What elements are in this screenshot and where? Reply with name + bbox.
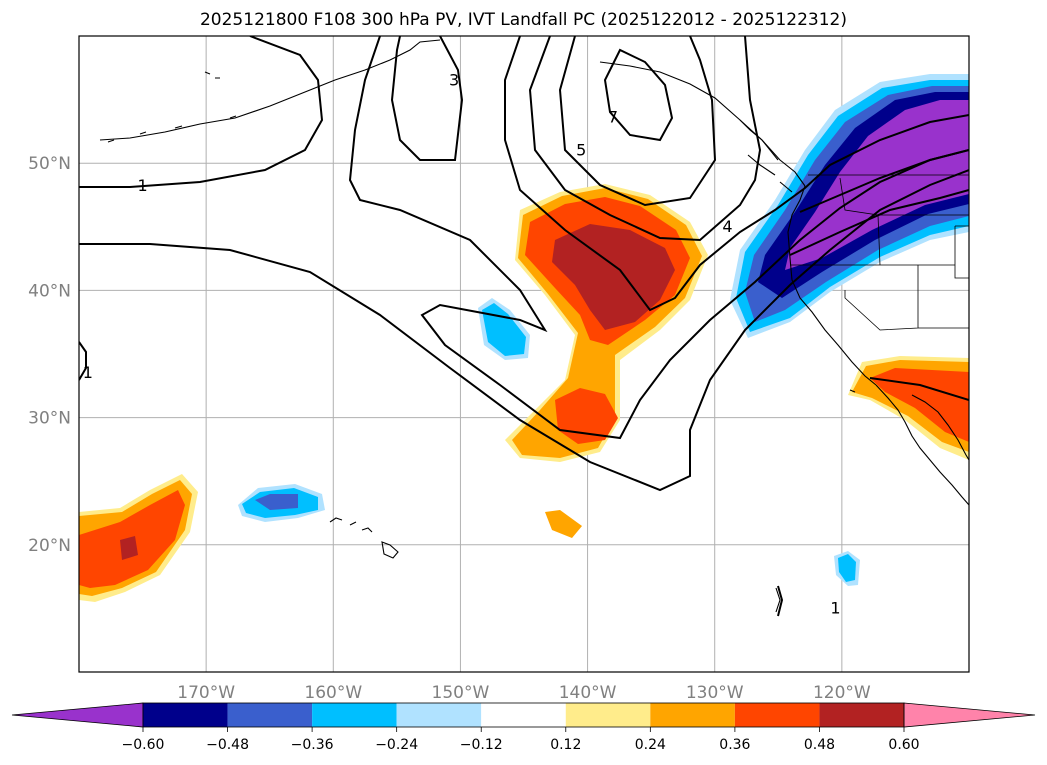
colorbar-extend-min [11, 702, 144, 728]
map-title: 2025121800 F108 300 hPa PV, IVT Landfall… [199, 10, 847, 30]
colorbar-frame [142, 702, 905, 728]
pv-contour-2 [348, 36, 969, 440]
colorbar-segment [565, 703, 651, 727]
colorbar-segment [143, 703, 228, 727]
colorbar-tick-label: 0.60 [888, 737, 919, 753]
colorbar-segment [227, 703, 313, 727]
pv-contour-label: 1 [137, 176, 147, 195]
pv-contour-1-south [79, 169, 969, 492]
ivt-shading [79, 74, 969, 602]
pv-contour-4 [504, 36, 969, 312]
us-west-coast [787, 185, 877, 386]
ivt-positive-small-south [545, 510, 582, 538]
lon-tick-label: 130°W [686, 683, 744, 703]
ivt-positive-south-red [555, 388, 618, 444]
pv-contour-south-small [777, 585, 784, 617]
pv-contour-1-north [79, 36, 324, 188]
coastlines [99, 39, 969, 613]
colorbar-tick-label: −0.36 [291, 737, 334, 753]
colorbar-segment [481, 703, 566, 727]
pv-contour-labels: 1 3 5 7 4 1 1 [83, 71, 841, 618]
ivt-positive-west-core [120, 536, 138, 560]
colorbar-segment [734, 703, 820, 727]
axis-labels: 170°W 160°W 150°W 140°W 130°W 120°W 50°N 40°N 30… [28, 154, 871, 703]
lon-tick-label: 120°W [813, 683, 871, 703]
guadalupe-island [775, 389, 856, 613]
plot-frame [78, 35, 970, 673]
pv-contour-3 [390, 36, 464, 161]
colorbar-extend-max [903, 702, 1036, 728]
colorbar-tick-label: −0.24 [375, 737, 418, 753]
pv-contour-label: 4 [722, 217, 732, 236]
ivt-negative-mid-cyan [482, 303, 526, 356]
canada-bc-coast [739, 119, 793, 193]
colorbar-segment [396, 703, 482, 727]
colorbar: −0.60 −0.48 −0.36 −0.24 −0.12 0.12 0.24 0.36 0.4… [11, 702, 1036, 753]
alaska-coast [99, 39, 441, 141]
aleutian-islands [107, 71, 237, 143]
colorbar-tick-label: 0.24 [635, 737, 666, 753]
gulf-of-alaska-coast [599, 61, 806, 187]
colorbar-segment [819, 703, 904, 727]
lat-tick-label: 30°N [28, 409, 71, 429]
pv-contour-label: 1 [830, 598, 840, 617]
colorbar-segment [650, 703, 735, 727]
lat-tick-label: 50°N [28, 154, 71, 174]
lat-tick-label: 20°N [28, 536, 71, 556]
pv-contour-label: 1 [83, 363, 93, 382]
colorbar-tick-label: 0.12 [550, 737, 581, 753]
colorbar-tick-label: −0.48 [206, 737, 249, 753]
pv-contour-5 [528, 36, 762, 242]
lat-tick-label: 40°N [28, 281, 71, 301]
colorbar-tick-label: 0.36 [719, 737, 750, 753]
baja-california [875, 384, 969, 506]
lon-tick-label: 170°W [177, 683, 235, 703]
ivt-negative-hawaii-blue [255, 494, 298, 510]
pv-contour-label: 7 [608, 107, 618, 126]
lon-tick-label: 160°W [304, 683, 362, 703]
colorbar-tick-label: 0.48 [804, 737, 835, 753]
hawaii-islands [329, 517, 399, 559]
pv-contour-6 [558, 36, 717, 207]
pv-contour-label: 3 [449, 71, 459, 90]
pv-contour-label: 5 [576, 140, 586, 159]
lon-tick-label: 140°W [559, 683, 617, 703]
colorbar-tick-label: −0.60 [122, 737, 165, 753]
pv-contours [79, 36, 969, 617]
ivt-negative-south-cyan [838, 554, 856, 582]
lon-tick-label: 150°W [432, 683, 490, 703]
pv-contour-west-edge [79, 341, 87, 381]
pv-contour-coast-inner [789, 149, 969, 401]
colorbar-tick-label: −0.12 [460, 737, 503, 753]
colorbar-segment [312, 703, 397, 727]
mexico-mainland-coast [911, 394, 969, 461]
ivt-positive-baja-red [870, 368, 969, 442]
pv-contour-7 [603, 48, 674, 142]
